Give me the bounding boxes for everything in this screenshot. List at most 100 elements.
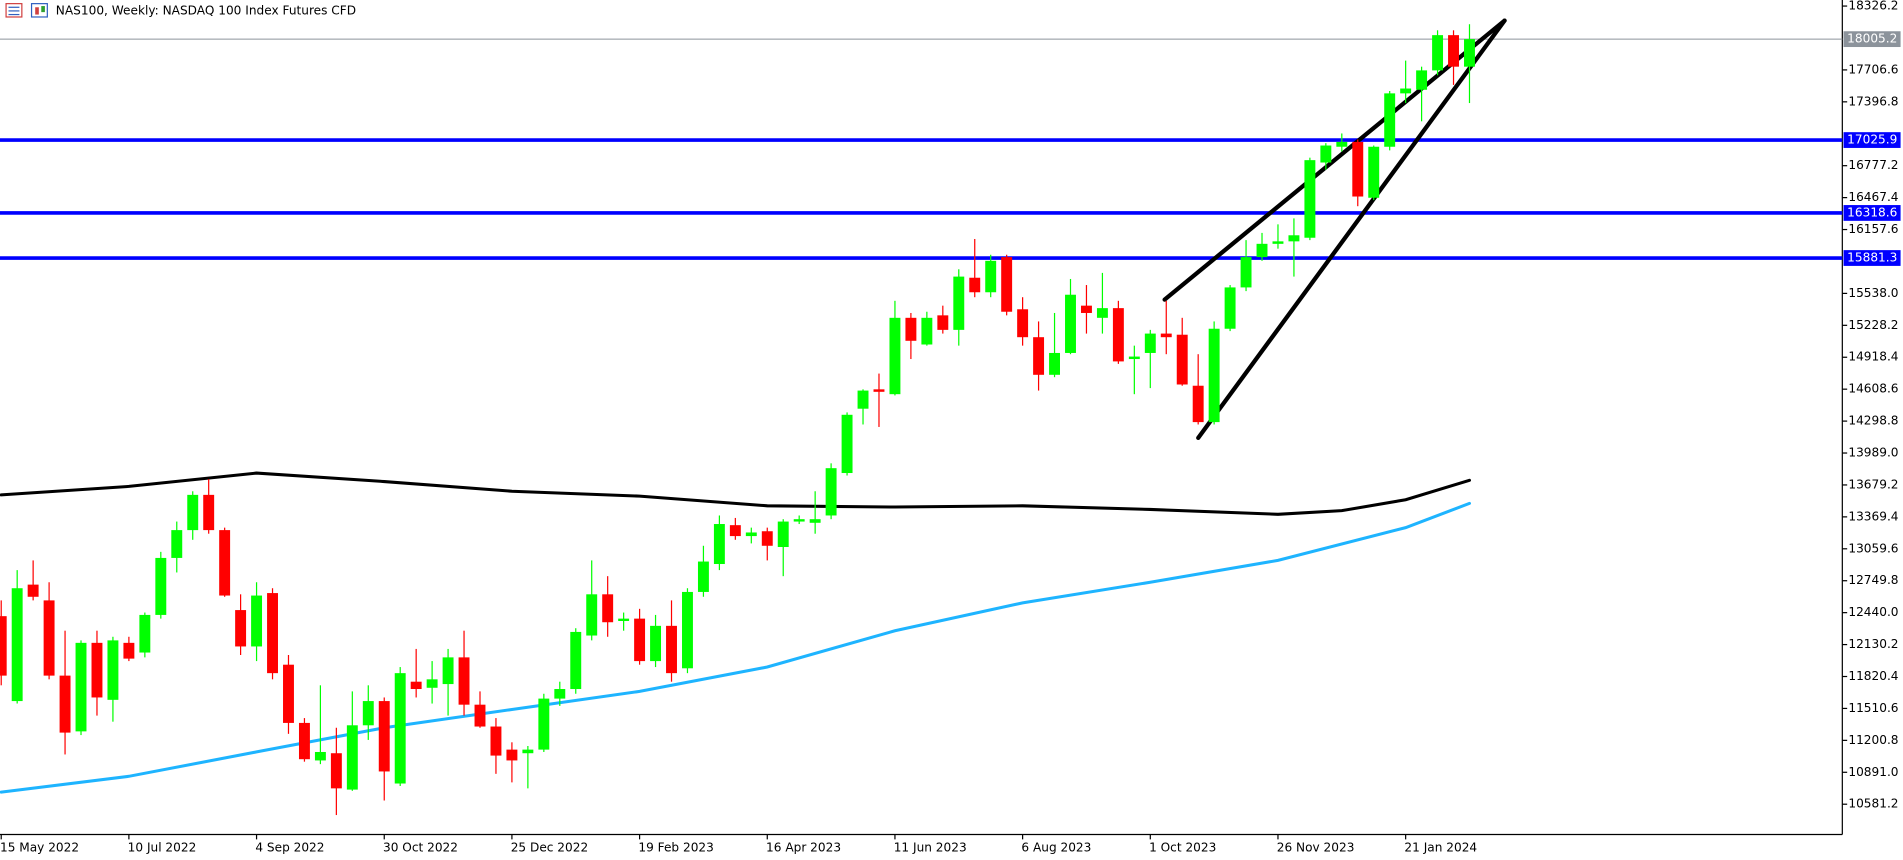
candle-body	[825, 468, 837, 516]
x-tick-label: 21 Jan 2024	[1404, 840, 1477, 854]
candle-body	[809, 519, 821, 523]
candle-body	[1448, 35, 1459, 67]
candle-body	[1416, 70, 1428, 90]
candle-body	[442, 657, 454, 685]
candle-body	[1017, 309, 1029, 338]
x-tick-label: 15 May 2022	[0, 840, 79, 854]
candle-body	[219, 530, 231, 596]
candle-body	[314, 751, 326, 761]
candle-body	[490, 726, 502, 756]
candle-body	[1352, 141, 1364, 197]
level-label-box	[1843, 132, 1901, 148]
candle-body	[11, 588, 23, 702]
y-tick-label: 18326.2	[1848, 0, 1898, 13]
candle-body	[1288, 235, 1300, 242]
candle-body	[235, 610, 247, 647]
header-icons	[5, 3, 48, 18]
y-tick-label: 10891.0	[1848, 765, 1898, 779]
candle-body	[889, 317, 901, 395]
candle-body	[953, 276, 965, 330]
candle-body	[1224, 287, 1236, 329]
candle-body	[1192, 385, 1204, 423]
candle-body	[1033, 337, 1045, 375]
y-tick-label: 15228.2	[1848, 318, 1898, 332]
candle-body	[378, 701, 390, 772]
x-tick-label: 10 Jul 2022	[128, 840, 197, 854]
candle-body	[426, 679, 438, 688]
candle-body	[1001, 257, 1013, 312]
icon-bar	[35, 7, 39, 15]
candle-body	[139, 614, 151, 653]
candle-body	[107, 640, 119, 700]
candle-body	[857, 390, 869, 409]
x-tick-label: 26 Nov 2023	[1277, 840, 1355, 854]
candle-body	[618, 618, 630, 622]
candle-body	[634, 618, 646, 662]
candle-body	[267, 593, 278, 674]
candle-body	[682, 591, 693, 669]
candle-body	[43, 600, 55, 676]
candle-body	[362, 701, 374, 726]
candle-body	[1368, 146, 1380, 198]
y-tick-label: 13989.0	[1848, 446, 1898, 460]
candle-body	[123, 642, 135, 659]
candle-body	[969, 277, 981, 293]
candle-body	[1208, 328, 1220, 423]
candle-body	[394, 673, 406, 784]
icon[interactable]	[30, 3, 48, 18]
level-label: 16318.6	[1847, 205, 1897, 219]
x-tick-label: 11 Jun 2023	[894, 840, 967, 854]
candle-body	[171, 530, 183, 558]
candle-body	[1320, 145, 1332, 163]
candle-body	[410, 681, 422, 690]
y-tick-label: 12440.0	[1848, 605, 1898, 619]
candle-body	[905, 317, 917, 341]
level-label: 17025.9	[1847, 133, 1897, 147]
x-tick-label: 30 Oct 2022	[383, 840, 458, 854]
y-tick-label: 15538.0	[1848, 286, 1898, 300]
x-tick-label: 1 Oct 2023	[1149, 840, 1216, 854]
candle-body	[1049, 352, 1061, 375]
candle-body	[91, 642, 103, 698]
candle-body	[75, 642, 87, 732]
candle-body	[602, 594, 614, 623]
candle-body	[1128, 356, 1140, 360]
chart-title: NAS100, Weekly: NASDAQ 100 Index Futures…	[56, 3, 356, 17]
candle-body	[155, 557, 167, 615]
y-tick-label: 16157.6	[1848, 222, 1898, 236]
candle-body	[474, 704, 486, 727]
candle-body	[522, 749, 534, 754]
candle-body	[1400, 88, 1412, 94]
trendline	[1162, 18, 1507, 302]
candle-body	[1384, 93, 1396, 147]
candle-body	[713, 524, 725, 565]
candle-body	[697, 561, 709, 592]
candle-body	[586, 594, 598, 636]
candle-body	[1304, 160, 1316, 238]
icon-bar	[41, 6, 45, 13]
y-tick-label: 14918.4	[1848, 350, 1898, 364]
y-tick-label: 12130.2	[1848, 637, 1898, 651]
x-tick-label: 4 Sep 2022	[255, 840, 324, 854]
candle-body	[666, 625, 677, 674]
y-tick-label: 14298.8	[1848, 414, 1898, 428]
candle-body	[0, 616, 7, 676]
x-tick-label: 6 Aug 2023	[1021, 840, 1091, 854]
candle-body	[538, 698, 550, 750]
candle-body	[777, 521, 789, 548]
current-price-label: 18005.2	[1847, 32, 1897, 46]
candle-body	[921, 317, 933, 345]
level-label-box	[1843, 250, 1901, 266]
candle-body	[729, 525, 741, 537]
y-tick-label: 17396.8	[1848, 94, 1898, 108]
candle-body	[298, 722, 310, 760]
candle-body	[1256, 243, 1268, 258]
candle-body	[793, 519, 805, 522]
candle-body	[1096, 308, 1108, 318]
candle-body	[458, 657, 470, 705]
candle-body	[506, 749, 518, 761]
y-tick-label: 11510.6	[1848, 701, 1898, 715]
y-tick-label: 11820.4	[1848, 669, 1898, 683]
candle-body	[650, 625, 662, 662]
candle-body	[283, 664, 294, 723]
